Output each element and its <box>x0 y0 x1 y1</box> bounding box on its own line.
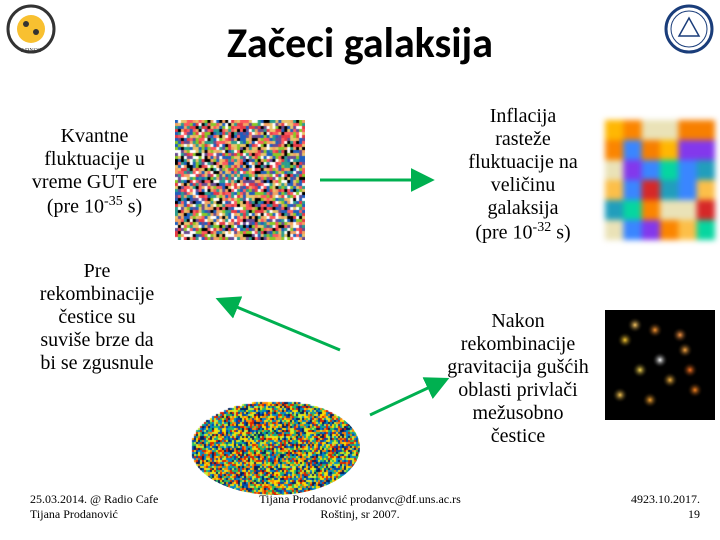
text-inflation: Inflacijarastežefluktuacije naveličinuga… <box>438 105 608 245</box>
text-pre-recombination: Prerekombinaciječestice susuviše brze da… <box>12 260 182 375</box>
image-cmb-map <box>190 400 360 495</box>
footer-center: Tijana Prodanović prodanvc@df.uns.ac.rs … <box>250 492 470 522</box>
image-inflation-pixels <box>605 120 715 240</box>
image-galaxy-cluster <box>605 310 715 420</box>
text-quantum-fluctuations: Kvantnefluktuacije uvreme GUT ere(pre 10… <box>12 125 177 219</box>
text-post-recombination: Nakonrekombinacijegravitacija gušćihobla… <box>428 310 608 448</box>
slide-title: Začeci galaksija <box>0 18 720 69</box>
image-quantum-noise <box>175 120 305 240</box>
footer-left: 25.03.2014. @ Radio Cafe Tijana Prodanov… <box>30 492 158 522</box>
arrow-cmb-to-prerecomb <box>220 300 340 350</box>
footer-right: 4923.10.2017. 19 <box>631 492 700 522</box>
